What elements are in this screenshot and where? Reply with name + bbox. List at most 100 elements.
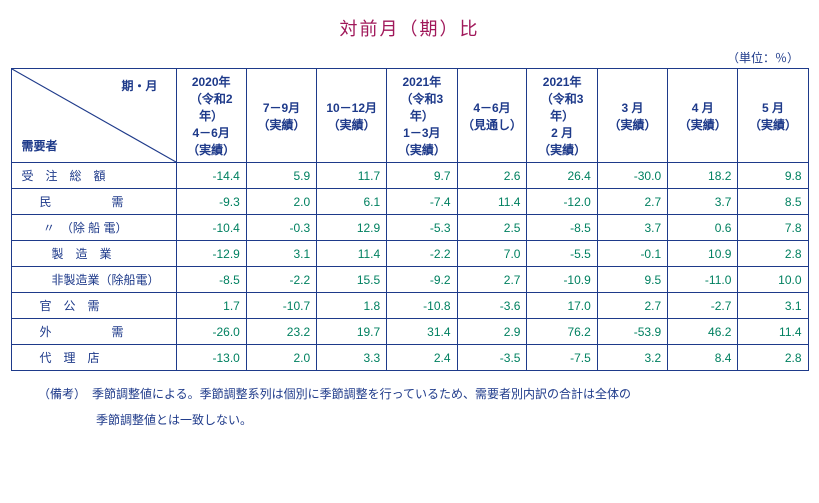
- value-cell: -0.3: [246, 215, 316, 241]
- value-cell: -26.0: [176, 319, 246, 345]
- page-title: 対前月（期）比: [10, 15, 809, 41]
- table-row: 代 理 店-13.02.03.32.4-3.5-7.53.28.42.8: [11, 345, 808, 371]
- table-row: 非製造業（除船電）-8.5-2.215.5-9.22.7-10.99.5-11.…: [11, 267, 808, 293]
- value-cell: 2.7: [597, 189, 667, 215]
- value-cell: 2.0: [246, 345, 316, 371]
- value-cell: 26.4: [527, 163, 597, 189]
- value-cell: 3.3: [317, 345, 387, 371]
- value-cell: 11.4: [738, 319, 808, 345]
- value-cell: 31.4: [387, 319, 457, 345]
- value-cell: 19.7: [317, 319, 387, 345]
- value-cell: 2.9: [457, 319, 527, 345]
- row-label: 〃 （除 船 電）: [11, 215, 176, 241]
- col-header: 4 月（実績）: [668, 69, 738, 163]
- value-cell: -12.9: [176, 241, 246, 267]
- value-cell: -10.8: [387, 293, 457, 319]
- value-cell: -3.6: [457, 293, 527, 319]
- value-cell: 1.7: [176, 293, 246, 319]
- value-cell: 7.0: [457, 241, 527, 267]
- table-row: 民 需-9.32.06.1-7.411.4-12.02.73.78.5: [11, 189, 808, 215]
- table-row: 製 造 業-12.93.111.4-2.27.0-5.5-0.110.92.8: [11, 241, 808, 267]
- table-row: 〃 （除 船 電）-10.4-0.312.9-5.32.5-8.53.70.67…: [11, 215, 808, 241]
- value-cell: 9.5: [597, 267, 667, 293]
- value-cell: 18.2: [668, 163, 738, 189]
- value-cell: 11.7: [317, 163, 387, 189]
- value-cell: 10.9: [668, 241, 738, 267]
- col-header: 2020年（令和2年）4－6月（実績）: [176, 69, 246, 163]
- row-label: 民 需: [11, 189, 176, 215]
- value-cell: -7.5: [527, 345, 597, 371]
- value-cell: 2.0: [246, 189, 316, 215]
- value-cell: 3.1: [738, 293, 808, 319]
- footnote-line1: （備考） 季節調整値による。季節調整系列は個別に季節調整を行っているため、需要者…: [38, 387, 631, 401]
- value-cell: 8.4: [668, 345, 738, 371]
- value-cell: 5.9: [246, 163, 316, 189]
- value-cell: -12.0: [527, 189, 597, 215]
- value-cell: -10.7: [246, 293, 316, 319]
- value-cell: -10.9: [527, 267, 597, 293]
- value-cell: -14.4: [176, 163, 246, 189]
- value-cell: 7.8: [738, 215, 808, 241]
- corner-top-label: 期・月: [121, 77, 157, 94]
- row-label: 非製造業（除船電）: [11, 267, 176, 293]
- value-cell: 2.4: [387, 345, 457, 371]
- value-cell: 10.0: [738, 267, 808, 293]
- value-cell: 0.6: [668, 215, 738, 241]
- value-cell: 23.2: [246, 319, 316, 345]
- value-cell: 9.8: [738, 163, 808, 189]
- value-cell: 76.2: [527, 319, 597, 345]
- value-cell: -2.7: [668, 293, 738, 319]
- col-header: 2021年（令和3年）1－3月（実績）: [387, 69, 457, 163]
- value-cell: 2.6: [457, 163, 527, 189]
- value-cell: -2.2: [387, 241, 457, 267]
- value-cell: 6.1: [317, 189, 387, 215]
- value-cell: 46.2: [668, 319, 738, 345]
- value-cell: -9.2: [387, 267, 457, 293]
- footnote: （備考） 季節調整値による。季節調整系列は個別に季節調整を行っているため、需要者…: [38, 381, 809, 434]
- value-cell: -13.0: [176, 345, 246, 371]
- value-cell: -2.2: [246, 267, 316, 293]
- value-cell: -53.9: [597, 319, 667, 345]
- row-label: 製 造 業: [11, 241, 176, 267]
- value-cell: 11.4: [457, 189, 527, 215]
- value-cell: -30.0: [597, 163, 667, 189]
- value-cell: -11.0: [668, 267, 738, 293]
- value-cell: 2.8: [738, 345, 808, 371]
- value-cell: -0.1: [597, 241, 667, 267]
- col-header: 7－9月（実績）: [246, 69, 316, 163]
- value-cell: -10.4: [176, 215, 246, 241]
- col-header: 10－12月（実績）: [317, 69, 387, 163]
- row-label: 外 需: [11, 319, 176, 345]
- data-table: 期・月 需要者 2020年（令和2年）4－6月（実績） 7－9月（実績） 10－…: [11, 68, 809, 371]
- value-cell: 3.7: [597, 215, 667, 241]
- row-label: 受 注 総 額: [11, 163, 176, 189]
- value-cell: 3.1: [246, 241, 316, 267]
- value-cell: -8.5: [527, 215, 597, 241]
- value-cell: -8.5: [176, 267, 246, 293]
- corner-cell: 期・月 需要者: [11, 69, 176, 163]
- col-header: 5 月（実績）: [738, 69, 808, 163]
- row-label: 代 理 店: [11, 345, 176, 371]
- col-header: 3 月（実績）: [597, 69, 667, 163]
- value-cell: 11.4: [317, 241, 387, 267]
- value-cell: 3.7: [668, 189, 738, 215]
- col-header: 4－6月（見通し）: [457, 69, 527, 163]
- value-cell: 15.5: [317, 267, 387, 293]
- value-cell: 2.7: [597, 293, 667, 319]
- footnote-line2: 季節調整値とは一致しない。: [96, 413, 252, 427]
- row-label: 官 公 需: [11, 293, 176, 319]
- value-cell: 3.2: [597, 345, 667, 371]
- value-cell: -3.5: [457, 345, 527, 371]
- value-cell: 8.5: [738, 189, 808, 215]
- col-header: 2021年（令和3年）2 月（実績）: [527, 69, 597, 163]
- value-cell: 12.9: [317, 215, 387, 241]
- table-row: 外 需-26.023.219.731.42.976.2-53.946.211.4: [11, 319, 808, 345]
- table-row: 官 公 需1.7-10.71.8-10.8-3.617.02.7-2.73.1: [11, 293, 808, 319]
- value-cell: -9.3: [176, 189, 246, 215]
- value-cell: 17.0: [527, 293, 597, 319]
- value-cell: -5.5: [527, 241, 597, 267]
- value-cell: -5.3: [387, 215, 457, 241]
- corner-bottom-label: 需要者: [22, 137, 58, 154]
- table-row: 受 注 総 額-14.45.911.79.72.626.4-30.018.29.…: [11, 163, 808, 189]
- unit-label: （単位：％）: [10, 49, 799, 66]
